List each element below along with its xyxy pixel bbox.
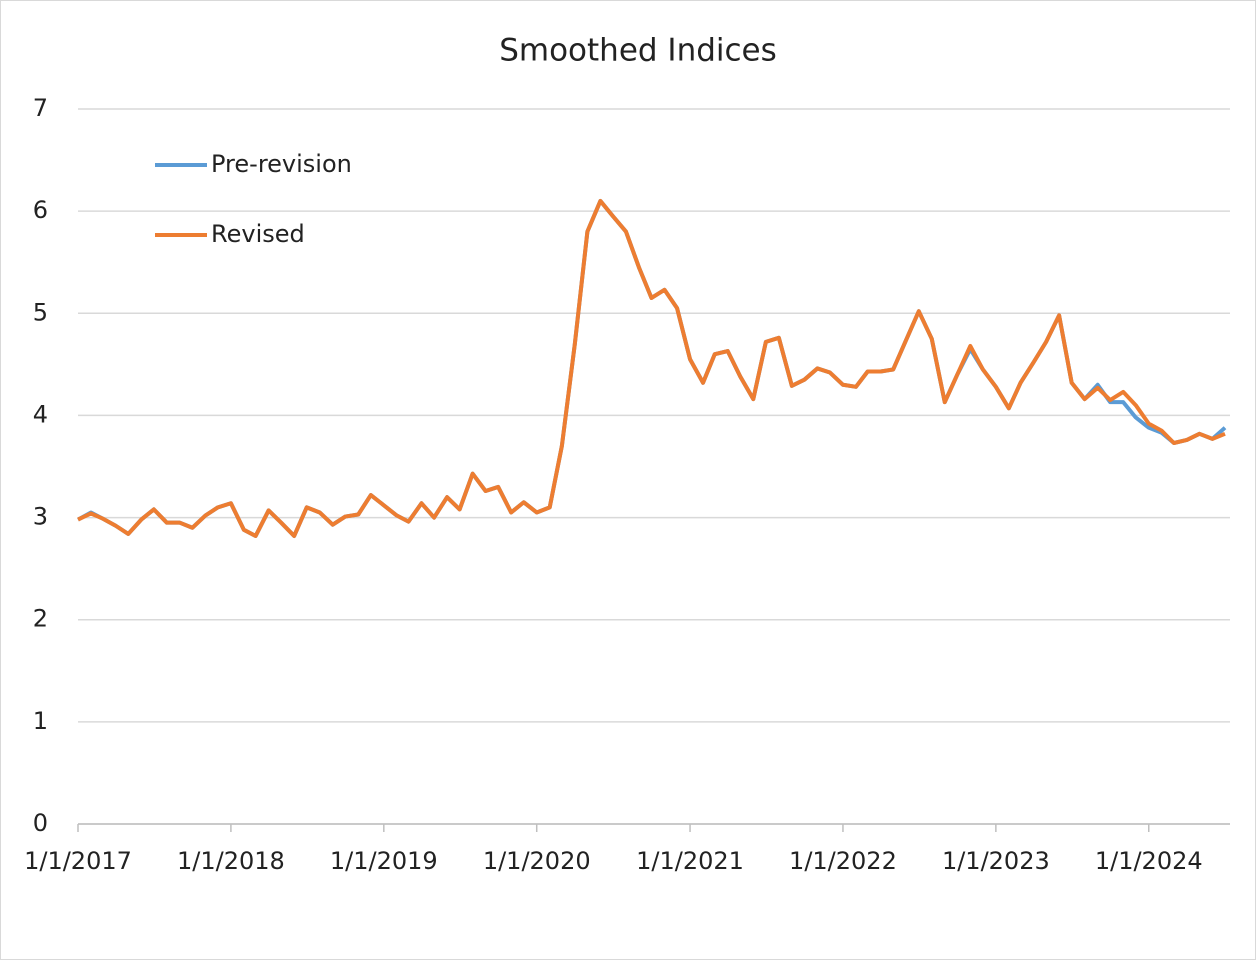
- x-tick-label: 1/1/2024: [1095, 847, 1203, 875]
- x-tick-label: 1/1/2018: [177, 847, 285, 875]
- x-tick-label: 1/1/2019: [330, 847, 438, 875]
- y-tick-label: 7: [33, 94, 48, 122]
- x-tick-label: 1/1/2022: [789, 847, 897, 875]
- chart-title: Smoothed Indices: [499, 33, 777, 69]
- y-tick-label: 4: [33, 400, 48, 428]
- x-tick-label: 1/1/2017: [24, 847, 132, 875]
- y-tick-label: 6: [33, 196, 48, 224]
- y-tick-label: 2: [33, 605, 48, 633]
- legend-label: Revised: [211, 220, 305, 248]
- x-tick-label: 1/1/2023: [942, 847, 1050, 875]
- legend-label: Pre-revision: [211, 150, 352, 178]
- y-tick-label: 5: [33, 298, 48, 326]
- y-tick-label: 3: [33, 503, 48, 531]
- series-line: [77, 198, 1226, 538]
- x-tick-label: 1/1/2020: [483, 847, 591, 875]
- y-tick-label: 1: [33, 707, 48, 735]
- y-tick-label: 0: [33, 809, 48, 837]
- x-tick-label: 1/1/2021: [636, 847, 744, 875]
